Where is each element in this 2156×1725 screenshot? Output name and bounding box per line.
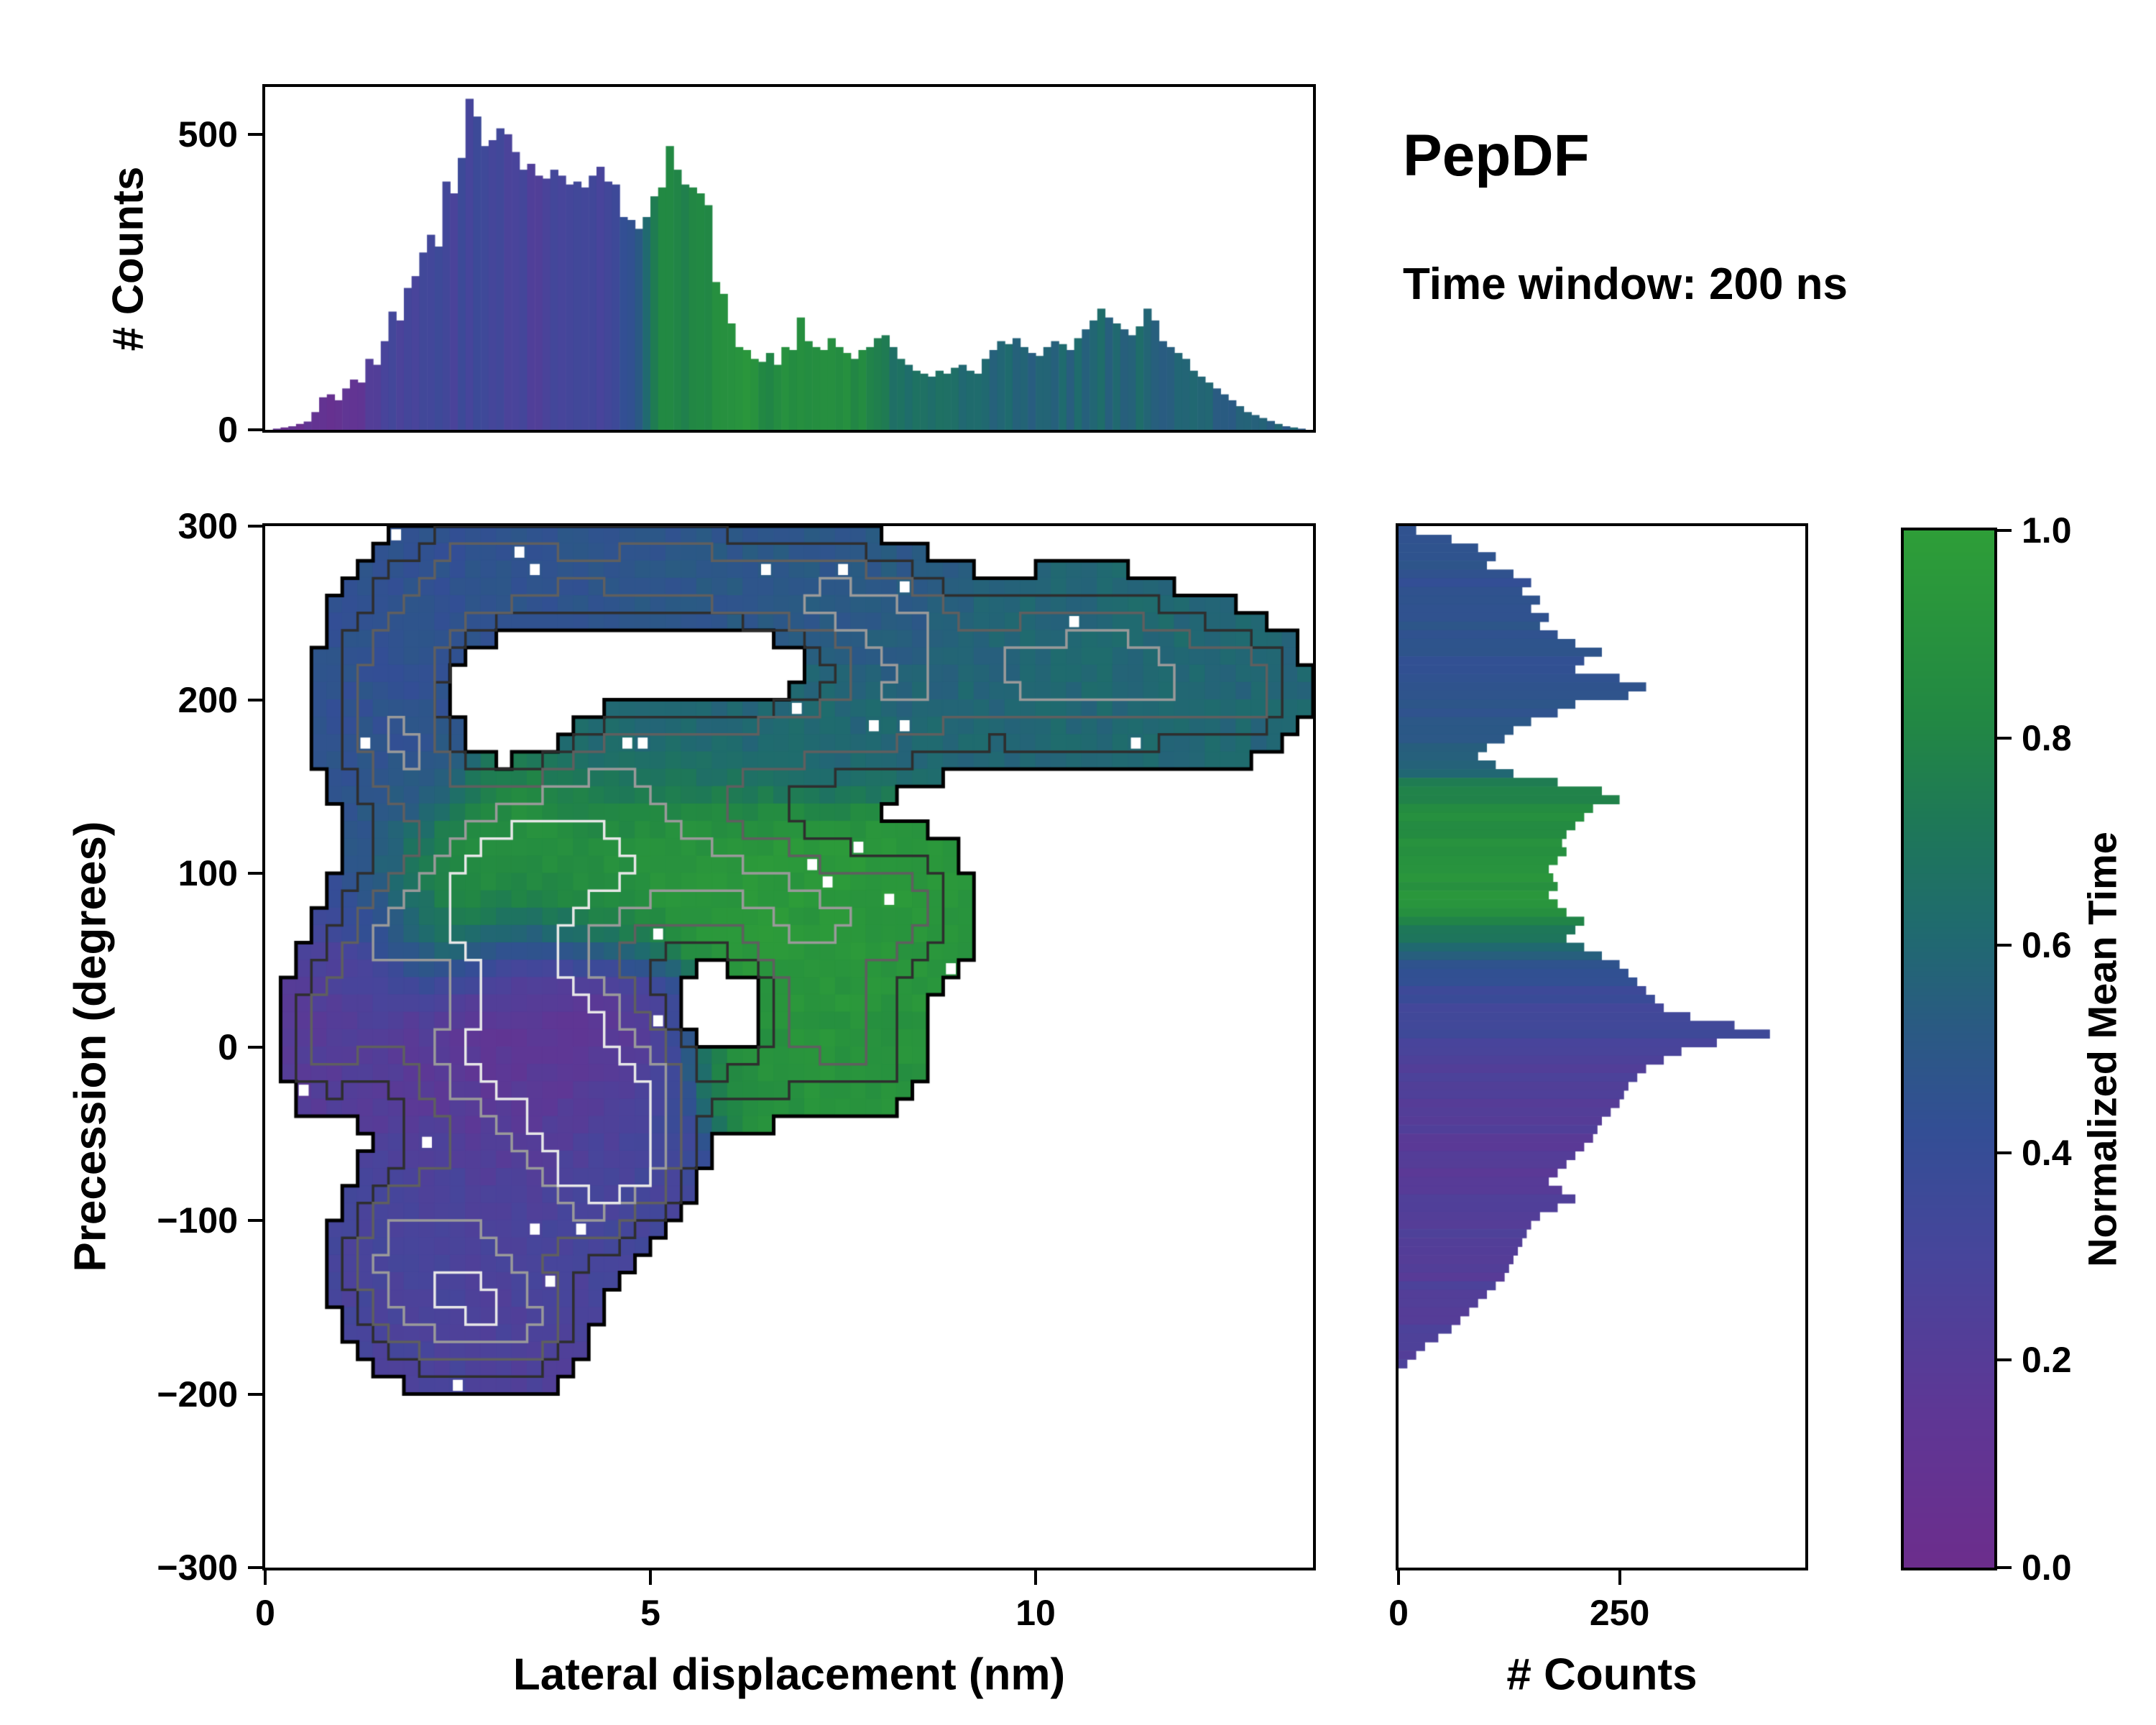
tick-label: 0 [1388, 1593, 1409, 1633]
tick-mark [248, 1566, 262, 1569]
tick-mark [1997, 1151, 2012, 1154]
tick-label: −200 [157, 1374, 238, 1414]
tick-mark [1997, 529, 2012, 532]
tick-label: 500 [178, 114, 238, 155]
tick-mark [1997, 1566, 2012, 1569]
main-x-axis-label: Lateral displacement (nm) [512, 1650, 1066, 1700]
tick-label: 250 [1589, 1593, 1650, 1633]
right-histogram-canvas [1399, 526, 1805, 1568]
tick-mark [1397, 1570, 1400, 1585]
tick-label: 0.6 [2022, 925, 2072, 966]
tick-mark [1034, 1570, 1038, 1585]
tick-mark [1618, 1570, 1621, 1585]
tick-label: 1.0 [2022, 510, 2072, 551]
tick-label: 0.0 [2022, 1547, 2072, 1588]
tick-label: 100 [178, 853, 238, 893]
tick-label: 0 [218, 410, 238, 450]
tick-label: 300 [178, 506, 238, 546]
tick-mark [248, 132, 262, 136]
tick-label: 0 [255, 1593, 275, 1633]
tick-label: 5 [640, 1593, 660, 1633]
tick-label: 0.2 [2022, 1340, 2072, 1381]
tick-label: 0 [218, 1026, 238, 1067]
tick-mark [1997, 1358, 2012, 1362]
tick-label: 0.4 [2022, 1132, 2072, 1173]
tick-mark [248, 1392, 262, 1396]
right-histogram-panel [1396, 523, 1808, 1570]
top-histogram-canvas [265, 87, 1313, 430]
main-y-axis-label: Precession (degrees) [65, 821, 116, 1272]
joint-density-canvas [265, 526, 1313, 1568]
colorbar-canvas [1904, 530, 1994, 1568]
tick-mark [248, 1045, 262, 1049]
tick-label: −300 [157, 1547, 238, 1588]
tick-mark [264, 1570, 267, 1585]
tick-mark [248, 525, 262, 528]
plot-subtitle: Time window: 200 ns [1403, 259, 1848, 309]
tick-label: −100 [157, 1200, 238, 1241]
tick-mark [248, 428, 262, 431]
top-hist-y-axis-label: # Counts [103, 166, 152, 351]
tick-mark [248, 872, 262, 875]
colorbar-label: Normalized Mean Time [2079, 832, 2125, 1267]
tick-mark [1997, 736, 2012, 740]
tick-label: 0.8 [2022, 717, 2072, 758]
right-hist-x-axis-label: # Counts [1506, 1650, 1697, 1700]
tick-mark [1997, 944, 2012, 947]
joint-density-panel [262, 523, 1316, 1570]
tick-label: 200 [178, 679, 238, 720]
top-histogram-panel [262, 84, 1316, 433]
colorbar-panel [1901, 528, 1997, 1570]
tick-mark [248, 698, 262, 702]
plot-title: PepDF [1403, 123, 1590, 188]
tick-mark [649, 1570, 653, 1585]
tick-mark [248, 1219, 262, 1222]
tick-label: 10 [1015, 1593, 1056, 1633]
